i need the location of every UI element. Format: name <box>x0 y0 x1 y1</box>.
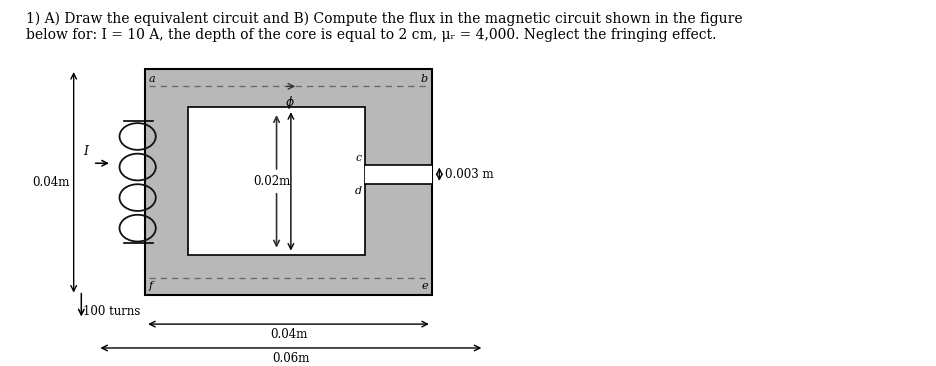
Text: a: a <box>149 74 155 83</box>
Text: $\phi$: $\phi$ <box>285 94 296 111</box>
Text: f: f <box>149 281 154 291</box>
Text: 0.003 m: 0.003 m <box>446 168 493 181</box>
Text: 0.04m: 0.04m <box>270 328 307 341</box>
Text: 0.02m: 0.02m <box>253 175 290 188</box>
Text: b: b <box>421 74 428 83</box>
Text: c: c <box>356 153 362 163</box>
Bar <box>145 69 431 295</box>
Text: 0.04m: 0.04m <box>33 176 70 189</box>
Text: e: e <box>421 281 428 291</box>
Text: 0.06m: 0.06m <box>272 352 310 365</box>
Text: 100 turns: 100 turns <box>83 305 140 318</box>
Text: I: I <box>83 145 88 158</box>
Bar <box>365 165 431 184</box>
Text: below for: I = 10 A, the depth of the core is equal to 2 cm, μᵣ = 4,000. Neglect: below for: I = 10 A, the depth of the co… <box>26 28 716 42</box>
Text: d: d <box>355 186 362 196</box>
Text: 1) A) Draw the equivalent circuit and B) Compute the flux in the magnetic circui: 1) A) Draw the equivalent circuit and B)… <box>26 12 742 26</box>
Bar <box>188 107 365 255</box>
